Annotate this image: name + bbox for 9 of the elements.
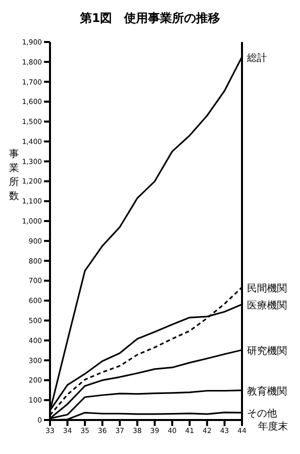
- chart-title: 第1図 使用事業所の推移: [78, 10, 222, 27]
- series-label: 教育機関: [247, 385, 287, 398]
- series-label: 研究機関: [247, 344, 287, 357]
- series-label: 総計: [246, 52, 267, 64]
- series-label: 民間機関: [247, 282, 287, 294]
- series-label: その他: [247, 408, 277, 420]
- x-axis-title: 年度末: [258, 420, 288, 433]
- y-axis-title: 事業所数: [8, 148, 20, 204]
- series-label: 医療機関: [247, 299, 287, 312]
